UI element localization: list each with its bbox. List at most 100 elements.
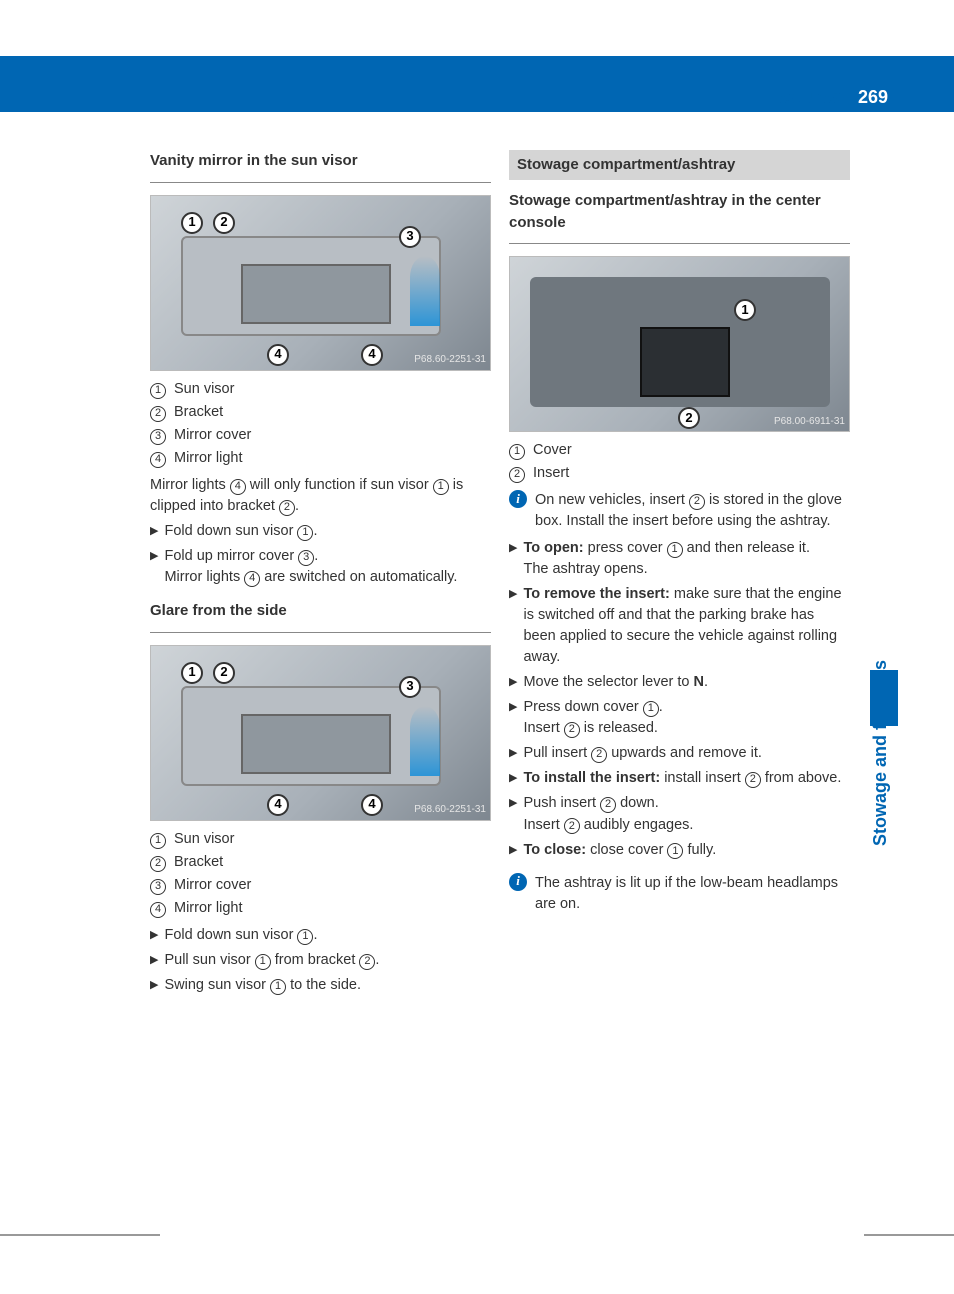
legend-number: 1 [509,444,525,460]
legend-number: 1 [150,833,166,849]
step-marker-icon: ▶ [150,928,158,946]
figure-id: P68.60-2251-31 [414,353,486,368]
info-note-insert: i On new vehicles, insert 2 is stored in… [509,490,850,532]
callout-3: 3 [399,226,421,248]
circled-number: 1 [297,929,313,945]
arrow-shape [410,256,440,326]
info-icon: i [509,490,527,508]
instruction-step: ▶Push insert 2 down.Insert 2 audibly eng… [509,793,850,835]
instruction-step: ▶Pull insert 2 upwards and remove it. [509,743,850,764]
instruction-step: ▶To install the insert: install insert 2… [509,768,850,789]
steps-glare: ▶Fold down sun visor 1. ▶Pull sun visor 1… [150,925,491,996]
legend-number: 2 [150,406,166,422]
heading-rule [150,632,491,633]
step-marker-icon: ▶ [150,549,158,588]
legend-row: 1 Sun visor [150,379,491,400]
steps-vanity-mirror: ▶Fold down sun visor 1. ▶Fold up mirror c… [150,521,491,588]
callout-3: 3 [399,676,421,698]
instruction-step: ▶Fold down sun visor 1. [150,925,491,946]
heading-stowage-gray: Stowage compartment/ashtray [509,150,850,180]
mirror-lights-note: Mirror lights 4 will only function if su… [150,475,491,517]
legend-text: Sun visor [174,829,234,850]
legend-row: 3 Mirror cover [150,425,491,446]
instruction-step: ▶Fold up mirror cover 3.Mirror lights 4 … [150,546,491,588]
legend-number: 2 [150,856,166,872]
circled-number: 1 [255,954,271,970]
section-title: Features [767,87,842,108]
legend-number: 3 [150,429,166,445]
legend-row: 3Mirror cover [150,875,491,896]
circled-number: 4 [244,571,260,587]
legend-row: 2 Insert [509,463,850,484]
right-column: Stowage compartment/ashtray Stowage comp… [509,150,850,1000]
circled-number: 2 [359,954,375,970]
legend-number: 4 [150,452,166,468]
legend-row: 2Bracket [150,852,491,873]
heading-rule [150,182,491,183]
instruction-step: ▶To remove the insert: make sure that th… [509,584,850,668]
step-marker-icon: ▶ [509,587,517,668]
figure-id: P68.60-2251-31 [414,803,486,818]
circled-number: 3 [298,550,314,566]
instruction-step: ▶Press down cover 1.Insert 2 is released… [509,697,850,739]
legend-glare: 1 Sun visor2Bracket3Mirror cover 4 Mirror l… [150,829,491,919]
step-marker-icon: ▶ [509,675,517,693]
callout-1: 1 [181,662,203,684]
step-marker-icon: ▶ [150,524,158,542]
step-marker-icon: ▶ [509,746,517,764]
legend-number: 1 [150,383,166,399]
circled-number: 2 [564,818,580,834]
callout-4: 4 [361,344,383,366]
legend-row: 4 Mirror light [150,448,491,469]
callout-2: 2 [213,212,235,234]
circled-number: 1 [643,701,659,717]
circled-number: 1 [667,542,683,558]
heading-vanity-mirror: Vanity mirror in the sun visor [150,150,491,172]
callout-2: 2 [213,662,235,684]
heading-glare: Glare from the side [150,600,491,622]
legend-number: 4 [150,902,166,918]
circled-number: 2 [745,772,761,788]
callout-2: 2 [678,407,700,429]
heading-rule [509,243,850,244]
callout-1: 1 [181,212,203,234]
footer-rule-left [0,1234,160,1236]
heading-stowage: Stowage compartment/ashtray in the cente… [509,190,850,234]
info-icon: i [509,873,527,891]
circled-number: 1 [270,979,286,995]
legend-text: Sun visor [174,379,234,400]
left-column: Vanity mirror in the sun visor P68.60-22… [150,150,491,1000]
step-marker-icon: ▶ [150,953,158,971]
legend-text: Mirror light [174,898,242,919]
legend-row: 1 Sun visor [150,829,491,850]
info-text: The ashtray is lit up if the low-beam he… [535,873,850,915]
instruction-step: ▶Pull sun visor 1 from bracket 2. [150,950,491,971]
legend-ashtray: 1Cover2Insert [509,440,850,484]
arrow-shape [410,706,440,776]
legend-number: 2 [509,467,525,483]
callout-4: 4 [361,794,383,816]
figure-id: P68.00-6911-31 [774,415,845,430]
legend-text: Insert [533,463,569,484]
circled-number: 1 [297,525,313,541]
content-area: Vanity mirror in the sun visor P68.60-22… [150,150,850,1000]
step-marker-icon: ▶ [509,700,517,739]
legend-text: Mirror light [174,448,242,469]
legend-vanity-mirror: 1 Sun visor 2 Bracket 3 Mirror cover 4 Mirror l… [150,379,491,469]
step-marker-icon: ▶ [509,771,517,789]
instruction-step: ▶Fold down sun visor 1. [150,521,491,542]
info-note-light: i The ashtray is lit up if the low-beam … [509,873,850,915]
step-marker-icon: ▶ [509,796,517,835]
circled-number: 1 [667,843,683,859]
instruction-step: ▶Move the selector lever to N. [509,672,850,693]
step-marker-icon: ▶ [509,843,517,861]
circled-number: 2 [600,797,616,813]
instruction-step: ▶To close: close cover 1 fully. [509,840,850,861]
legend-text: Mirror cover [174,425,251,446]
figure-ashtray: P68.00-6911-31 12 [509,256,850,432]
instruction-step: ▶Swing sun visor 1 to the side. [150,975,491,996]
step-marker-icon: ▶ [150,978,158,996]
side-tab: Stowage and features [870,300,898,680]
legend-text: Bracket [174,402,223,423]
legend-row: 2 Bracket [150,402,491,423]
